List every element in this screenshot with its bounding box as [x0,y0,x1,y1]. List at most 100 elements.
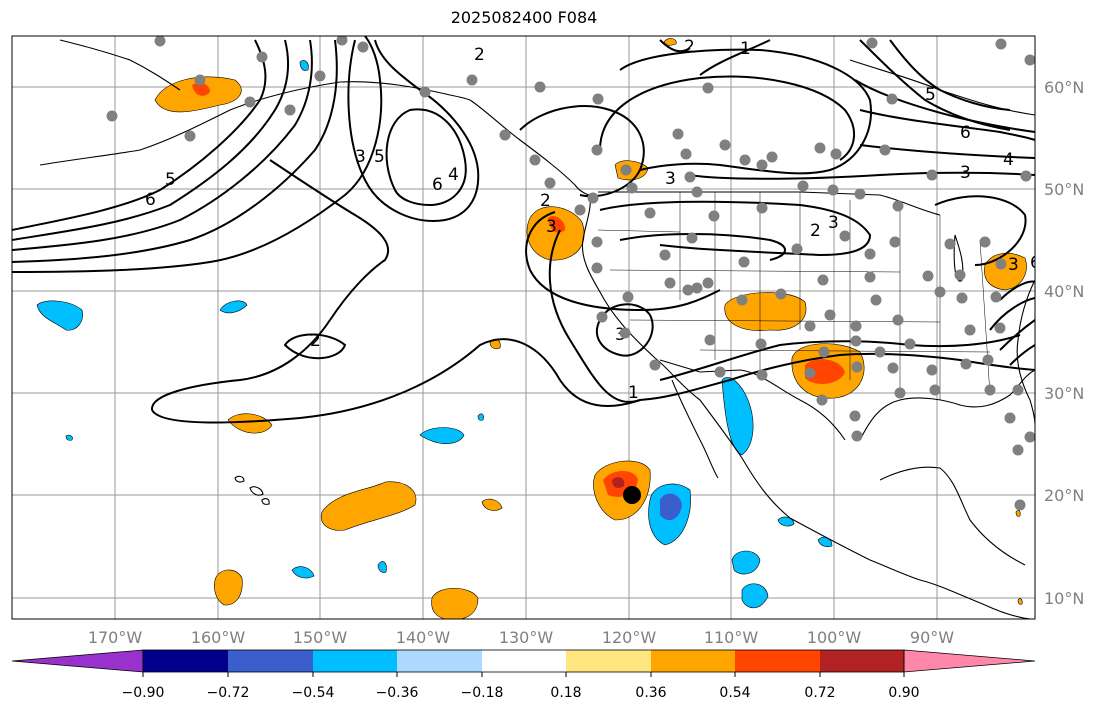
colorbar-tick-label: −0.18 [461,685,504,701]
coastlines [39,39,1035,619]
colorbar-tick-label: −0.36 [376,685,419,701]
fill-patch-cpac-2 [227,413,273,434]
colorbar-segment [228,650,313,672]
contour-top-1 [699,39,771,76]
contour-4-west [12,39,313,251]
contour-top-2 [659,39,691,53]
contour-label: 6 [960,123,971,143]
gridlines [12,36,1035,619]
contour-label: 2 [684,37,695,57]
fill-patch-blue-1 [36,300,83,331]
fill-patch-blue-4 [291,566,315,579]
coast-west-us [581,194,921,581]
fill-patch-texas-core [805,359,845,384]
contour-2-west [12,36,383,273]
colorbar-tick-label: 0.18 [550,685,581,701]
fill-patch-blue-2 [219,300,248,314]
fill-patch-baja-core2 [612,477,625,488]
contour-ne-2 [999,280,1035,301]
lon-label: 100°W [807,628,862,647]
contour-6-west [12,39,267,231]
contour-hudson-1 [859,39,1011,131]
contour-label: 3 [960,163,971,183]
contour-5-west [12,39,289,241]
fill-patch-gulfcal [721,377,754,456]
contour-lines [12,36,1035,424]
contour-ne-3 [989,297,1035,331]
lat-label: 10°N [1044,589,1084,608]
contour-east-5 [854,79,1035,133]
contour-label: 5 [374,147,385,167]
lon-label: 130°W [499,628,554,647]
storm-center-marker [623,486,641,504]
contour-label: 2 [540,191,551,211]
lon-label: 160°W [191,628,246,647]
colorbar: −0.90 −0.72 −0.54 −0.36 −0.18 0.18 0.36 … [11,649,1036,701]
contour-label: 4 [448,165,459,185]
contour-label: 3 [355,147,366,167]
lon-labels: 170°W 160°W 150°W 140°W 130°W 120°W 110°… [88,628,954,647]
contour-label: 3 [665,169,676,189]
contour-label: 6 [432,175,443,195]
fill-patch-blue-6 [731,550,761,575]
contour-label: 3 [546,217,557,237]
fill-patch-alaska-core [192,82,210,96]
lon-label: 90°W [910,628,954,647]
fill-patch-pacnw-core [548,216,566,233]
contour-1 [548,229,641,403]
contour-east-3 [689,171,1035,180]
contour-label-group: 2 2 1 6 5 3 5 4 6 3 3 3 2 3 6 6 5 3 4 2 … [145,37,1041,403]
contour-label: 1 [628,383,639,403]
colorbar-segment [651,650,735,672]
contour-midwest-3 [599,200,872,257]
contour-east-4 [859,144,1035,159]
contour-3-west [12,39,338,263]
contour-east-6 [859,109,1035,141]
hawaii-3 [261,498,270,505]
colorbar-segment [143,650,228,672]
fill-patch-blue-10 [299,60,309,71]
fill-patch-great-lakes [984,252,1027,291]
contour-midwest-2 [619,233,786,261]
contour-label: 6 [1030,253,1041,273]
anomaly-fills [36,38,1027,619]
fill-patch-blue-11 [65,434,73,441]
contour-ridge-2 [385,108,467,207]
contour-ne-1 [934,195,1027,266]
colorbar-segment [735,650,820,672]
map-title: 2025082400 F084 [450,8,598,27]
fill-patch-yellow-2 [1015,510,1021,517]
contour-label: 4 [1003,150,1014,170]
colorbar-tick-label: 0.90 [888,685,919,701]
fill-patch-cpac-4 [431,587,479,619]
colorbar-tick-label: −0.72 [207,685,250,701]
lat-label: 40°N [1044,282,1084,301]
lon-label: 110°W [704,628,759,647]
fill-patch-blue-3 [419,427,465,444]
contour-canada-2 [599,75,855,161]
coast-alaska-south [39,81,471,166]
contour-bc-1 [519,105,645,198]
contour-label: 5 [925,85,936,105]
fill-patch-cpac-5 [481,498,503,511]
lat-label: 50°N [1044,180,1084,199]
contour-label: 2 [474,45,485,65]
border-us-mexico [659,359,846,441]
colorbar-tick-label: −0.54 [292,685,335,701]
fill-patch-blue-9 [817,536,833,548]
lat-label: 60°N [1044,78,1084,97]
coast-bc [469,99,591,196]
contour-label: 3 [828,213,839,233]
fill-patch-cpac-3 [214,569,243,606]
contour-2-ring [151,159,390,411]
border-us-canada [598,191,941,216]
lon-label: 170°W [88,628,143,647]
fill-patch-blue-7 [741,583,769,609]
contour-tx-1 [639,352,1035,401]
coast-baja [671,379,719,479]
contour-label: 5 [165,170,176,190]
coast-central-am [919,579,1031,619]
contour-ne-4 [999,319,1035,351]
contour-label: 2 [310,331,321,351]
